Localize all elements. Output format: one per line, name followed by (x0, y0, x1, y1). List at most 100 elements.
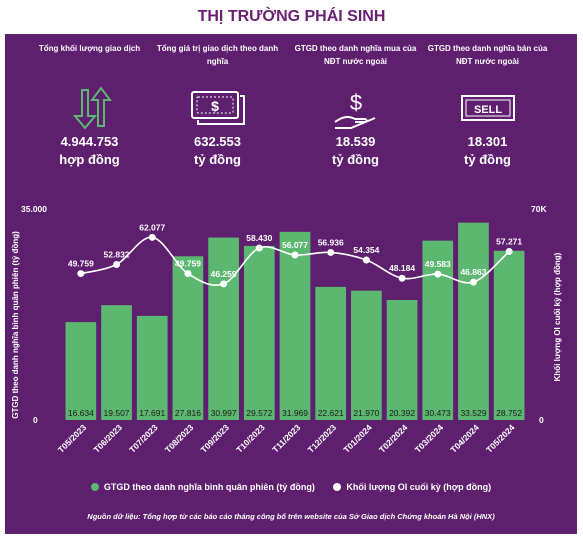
kpi-unit: tỷ đồng (194, 152, 241, 167)
kpi-value: 632.553 (194, 134, 241, 149)
line-layer: 49.759 52.832 62.077 49.759 46.259 58.430 56.0… (68, 222, 522, 288)
legend-label-line: Khối lượng OI cuối kỳ (hợp đồng) (346, 482, 492, 492)
oi-point-T02/2024 (398, 274, 406, 282)
oi-value-label: 48.184 (389, 263, 415, 273)
x-tick-label: T10/2023 (234, 422, 267, 455)
oi-point-T12/2023 (327, 248, 335, 256)
oi-point-T05/2024 (505, 247, 513, 255)
money-stack-icon: $ (155, 86, 280, 130)
dollar-hand-icon: $ (293, 86, 418, 130)
oi-point-T08/2023 (184, 270, 192, 278)
legend-item-bars: GTGD theo danh nghĩa bình quân phiên (tỷ… (90, 482, 315, 492)
y2-tick-label: 0 (539, 415, 544, 425)
bar-value-label: 21.970 (353, 408, 379, 418)
x-tick-label: T06/2023 (91, 422, 124, 455)
kpi-unit: tỷ đồng (332, 152, 379, 167)
kpi-foreign-sell: GTGD theo danh nghĩa bán của NĐT nước ng… (425, 42, 550, 170)
bar-T01/2024 (351, 290, 382, 420)
bar-value-label: 30.997 (211, 408, 237, 418)
oi-point-T10/2023 (255, 244, 263, 252)
x-tick-label: T01/2024 (341, 422, 374, 455)
kpi-total-volume: Tổng khối lượng giao dịch 4.944.753 hợp … (27, 42, 152, 170)
bar-T02/2024 (386, 299, 418, 420)
oi-value-label: 49.583 (425, 259, 451, 269)
legend-swatch-line (333, 483, 342, 491)
x-tick-label: T12/2023 (306, 422, 339, 455)
bar-value-label: 29.572 (246, 408, 272, 418)
bar-value-label: 31.969 (282, 408, 308, 418)
oi-value-label: 52.832 (104, 250, 130, 260)
legend-swatch-bars (90, 483, 99, 491)
y-tick-label: 0 (33, 415, 38, 425)
oi-point-T07/2023 (148, 233, 156, 241)
oi-point-T05/2023 (77, 270, 85, 278)
bar-T12/2023 (315, 286, 347, 420)
bar-T11/2023 (279, 231, 311, 420)
y-tick-label: 35.000 (21, 204, 47, 214)
oi-value-label: 49.759 (68, 259, 94, 269)
bars-layer: 16.634 19.507 17.691 27.816 30.997 29.572 31.9… (65, 222, 525, 420)
bar-value-label: 16.634 (68, 408, 94, 418)
bar-value-label: 33.529 (460, 408, 486, 418)
svg-text:$: $ (211, 98, 219, 114)
x-tick-label: T03/2024 (413, 422, 446, 455)
oi-value-label: 46.259 (211, 269, 237, 279)
bar-value-label: 20.392 (389, 408, 415, 418)
svg-text:SELL: SELL (473, 104, 501, 116)
svg-text:$: $ (349, 90, 361, 115)
kpi-label: Tổng giá trị giao dịch theo danh nghĩa (156, 44, 279, 66)
page-title: THỊ TRƯỜNG PHÁI SINH (197, 8, 386, 25)
up-down-arrows-icon (27, 86, 152, 130)
bar-T07/2023 (136, 315, 168, 420)
bar-T09/2023 (208, 237, 239, 420)
x-tick-label: T09/2023 (199, 422, 232, 455)
oi-value-label: 46.863 (460, 267, 486, 277)
y2-axis-title: Khối lượng OI cuối kỳ (hợp đồng) (553, 252, 562, 381)
kpi-value: 18.301 (467, 134, 508, 149)
oi-point-T09/2023 (220, 280, 228, 288)
x-tick-label: T07/2023 (127, 422, 160, 455)
kpi-label: Tổng khối lượng giao dịch (38, 44, 141, 53)
oi-value-label: 62.077 (139, 222, 165, 232)
x-tick-label: T05/2023 (56, 422, 89, 455)
oi-point-T11/2023 (291, 251, 299, 259)
sell-sign-icon: SELL (425, 86, 550, 130)
bar-T05/2023 (65, 322, 97, 420)
bar-T06/2023 (101, 305, 132, 420)
bar-T08/2023 (172, 256, 204, 420)
y2-tick-label: 70K (531, 204, 547, 214)
bar-value-label: 30.473 (425, 408, 451, 418)
bar-value-label: 27.816 (175, 408, 201, 418)
x-tick-label: T05/2024 (484, 422, 517, 455)
oi-value-label: 56.077 (282, 240, 308, 250)
y-axis-title: GTGD theo danh nghĩa bình quân phiên (tỷ… (11, 231, 20, 419)
legend: GTGD theo danh nghĩa bình quân phiên (tỷ… (5, 482, 577, 493)
bar-T05/2024 (493, 250, 525, 420)
oi-value-label: 57.271 (496, 236, 522, 246)
legend-label-bars: GTGD theo danh nghĩa bình quân phiên (tỷ… (103, 482, 315, 492)
legend-item-line: Khối lượng OI cuối kỳ (hợp đồng) (333, 482, 491, 492)
oi-point-T03/2024 (434, 270, 442, 278)
kpi-unit: hợp đồng (59, 152, 120, 167)
x-tick-label: T08/2023 (163, 422, 196, 455)
oi-point-T01/2024 (362, 256, 370, 264)
x-tick-label: T04/2024 (448, 422, 481, 455)
kpi-foreign-buy: GTGD theo danh nghĩa mua của NĐT nước ng… (293, 42, 418, 170)
bar-T10/2023 (243, 245, 275, 420)
oi-value-label: 58.430 (246, 233, 272, 243)
bar-value-label: 22.621 (318, 408, 344, 418)
bar-T04/2024 (458, 222, 489, 420)
kpi-unit: tỷ đồng (464, 152, 511, 167)
oi-point-T04/2024 (469, 278, 477, 286)
oi-point-T06/2023 (113, 261, 121, 269)
bar-value-label: 28.752 (496, 408, 522, 418)
bar-value-label: 19.507 (104, 408, 130, 418)
oi-value-label: 54.354 (353, 245, 379, 255)
kpi-value: 4.944.753 (60, 134, 119, 149)
kpi-label: GTGD theo danh nghĩa bán của NĐT nước ng… (427, 44, 548, 66)
kpi-total-value: Tổng giá trị giao dịch theo danh nghĩa $… (155, 42, 280, 170)
x-tick-label: T11/2023 (270, 422, 302, 454)
combo-chart: 16.634 19.507 17.691 27.816 30.997 29.572 31.9… (11, 204, 562, 455)
bar-value-label: 17.691 (139, 408, 165, 418)
